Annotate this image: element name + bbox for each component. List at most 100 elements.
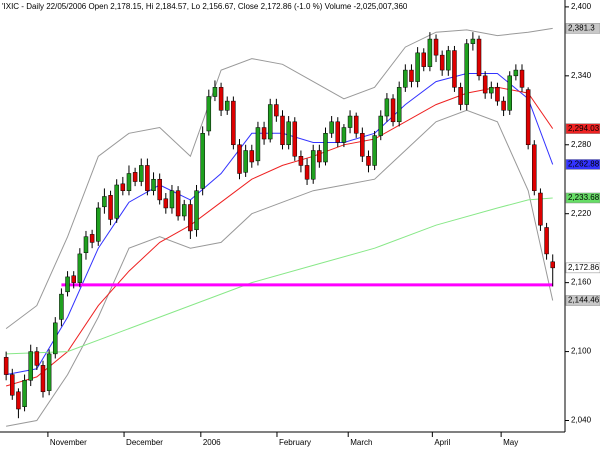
price-flag: [565, 295, 600, 306]
candle-body: [175, 190, 181, 217]
candle-body: [353, 115, 359, 134]
y-tick-label: 2,100: [571, 347, 592, 356]
indicator-line: [5, 27, 553, 330]
candle-body: [304, 165, 310, 180]
candle-body: [415, 52, 420, 82]
candle-body: [163, 198, 169, 209]
indicator-line: [6, 109, 554, 427]
candle-body: [267, 104, 273, 140]
candle-body: [335, 121, 341, 143]
candle-body: [157, 178, 162, 201]
candle-body: [22, 380, 27, 407]
candle-body: [446, 50, 451, 71]
x-tick-label: November: [50, 438, 87, 447]
candle-body: [482, 75, 488, 94]
candle-body: [3, 357, 9, 375]
price-flag: [565, 262, 600, 274]
candle-body: [59, 293, 64, 320]
candle-body: [139, 165, 144, 182]
chart-title: 'IXIC - Daily 22/05/2006 Open 2,178.15, …: [2, 2, 408, 11]
candle-body: [298, 156, 304, 166]
candle-body: [120, 183, 126, 191]
candle-body: [46, 353, 52, 391]
candle-body: [513, 69, 519, 77]
candle-body: [126, 173, 132, 191]
candle-body: [532, 144, 537, 191]
price-flag-label: 2,262.88: [568, 160, 600, 169]
candle-body: [181, 204, 187, 217]
candle-body: [476, 38, 482, 77]
candle-body: [396, 87, 402, 123]
candle-body: [237, 144, 242, 174]
candle-body: [384, 98, 390, 117]
candle-body: [145, 165, 150, 191]
candle-body: [261, 127, 267, 140]
candle-body: [538, 192, 543, 226]
candle-body: [218, 87, 224, 111]
candle-body: [249, 150, 255, 163]
candle-body: [470, 38, 476, 44]
candle-body: [255, 127, 261, 162]
candle-body: [341, 127, 347, 143]
candle-body: [501, 100, 506, 111]
price-flag-label: 2,381.3: [568, 23, 595, 32]
candle-body: [206, 96, 212, 132]
indicator-line: [6, 197, 553, 355]
candle-body: [439, 54, 445, 71]
candle-body: [544, 227, 549, 255]
candle-body: [280, 115, 285, 146]
y-tick-label: 2,280: [571, 140, 592, 149]
candle-body: [96, 207, 101, 242]
candle-body: [519, 69, 525, 88]
candle-body: [550, 261, 555, 269]
candle-body: [378, 115, 384, 136]
x-tick-label: March: [350, 438, 372, 447]
y-tick-label: 2,160: [571, 278, 592, 287]
candle-body: [329, 121, 334, 134]
candle-body: [525, 89, 531, 146]
y-tick-label: 2,040: [571, 416, 592, 425]
candle-body: [132, 172, 138, 182]
candle-body: [108, 195, 113, 220]
x-tick-label: April: [434, 438, 450, 447]
candle-body: [231, 100, 236, 146]
candle-body: [16, 391, 21, 410]
candle-body: [102, 196, 107, 208]
candle-body: [323, 133, 328, 163]
candle-body: [286, 121, 291, 146]
candle-body: [10, 374, 15, 396]
price-flag-label: 2,233.68: [568, 193, 600, 202]
candle-body: [403, 69, 408, 88]
candle-body: [360, 133, 365, 157]
y-tick-label: 2,340: [571, 71, 592, 80]
candle-body: [433, 38, 439, 56]
candle-body: [65, 276, 70, 293]
price-flag-label: 2,294.03: [568, 124, 600, 133]
candle-body: [390, 98, 396, 123]
x-tick-label: May: [503, 438, 518, 447]
x-tick-label: December: [126, 438, 163, 447]
candle-body: [452, 50, 457, 88]
y-tick-label: 2,400: [571, 2, 592, 11]
candle-body: [200, 133, 205, 189]
price-flag: [565, 159, 600, 170]
candle-body: [310, 150, 316, 180]
candle-body: [317, 150, 322, 163]
candle-body: [40, 365, 46, 393]
candle-body: [194, 190, 199, 231]
candle-body: [292, 121, 298, 157]
candle-body: [489, 87, 494, 94]
candle-body: [274, 104, 279, 117]
candle-body: [28, 351, 33, 381]
x-tick-label: February: [279, 438, 311, 447]
candle-body: [224, 100, 230, 111]
candle-body: [427, 38, 433, 67]
candle-body: [114, 184, 119, 219]
candle-body: [507, 75, 512, 111]
candle-body: [409, 69, 414, 82]
candle-body: [212, 87, 218, 97]
price-flag-label: 2,144.46: [568, 296, 600, 305]
candle-body: [243, 150, 248, 173]
candle-body: [71, 275, 76, 283]
